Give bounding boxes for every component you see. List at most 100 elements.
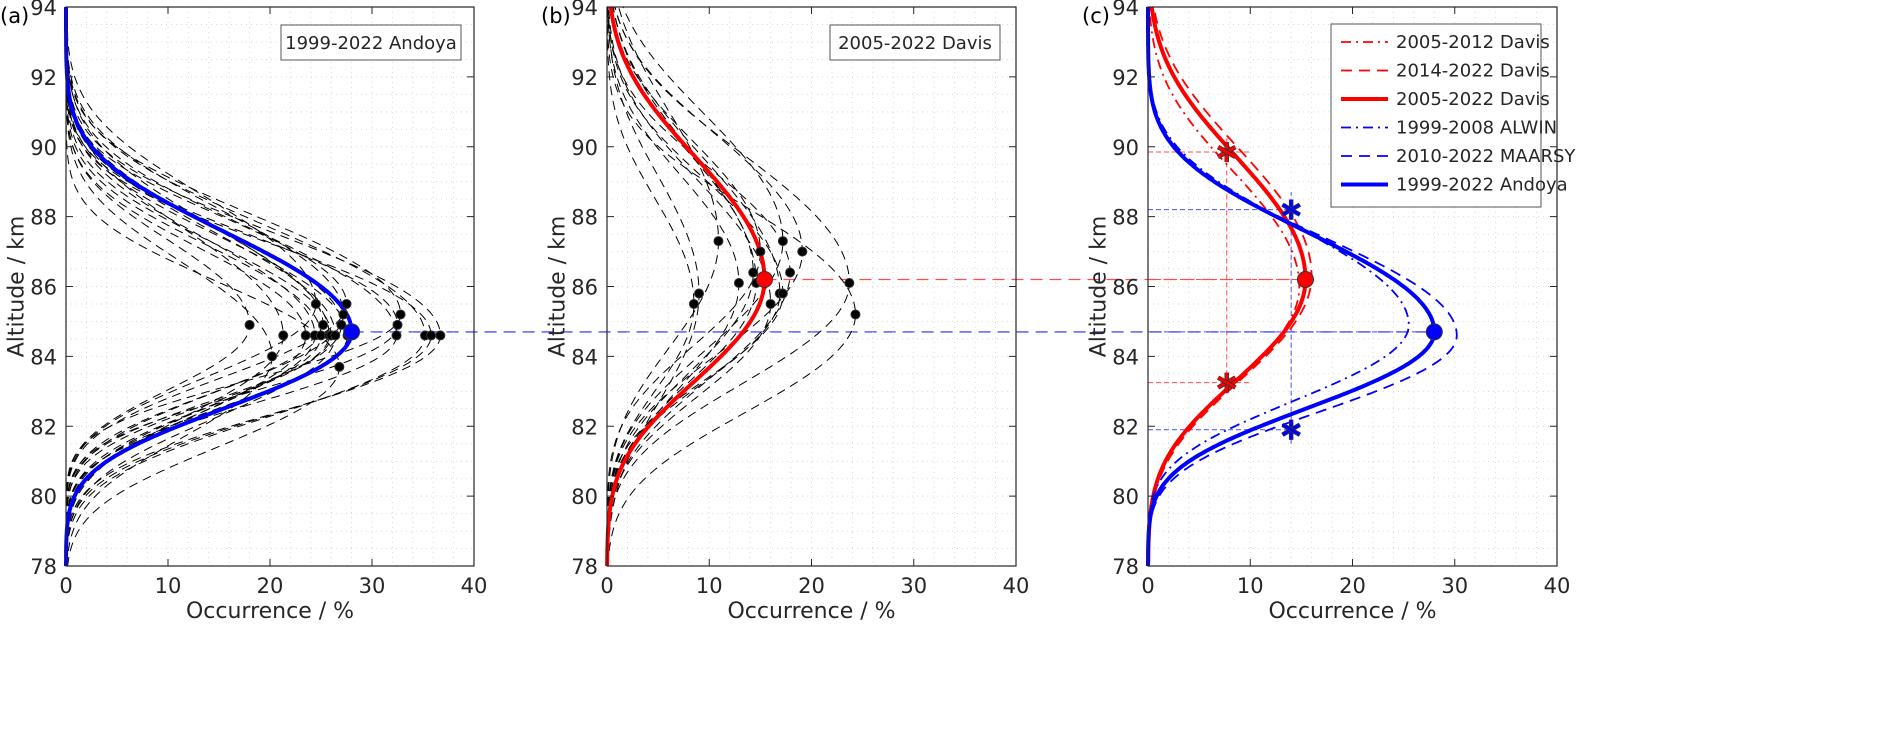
peak-circle-marker [1296,271,1314,289]
panel-a-curves [64,7,441,567]
panel-b-xlabel: Occurrence / % [727,599,895,624]
year-peak-dot [310,298,321,309]
half-max-asterisk-marker [1216,141,1237,162]
x-tick-label: 30 [1441,574,1468,598]
year-peak-dot [391,330,402,341]
year-profile-curve [65,7,441,566]
year-peak-dot [785,267,796,278]
panel-b-legend: 2005-2022 Davis [829,24,1001,61]
legend-entry: 2005-2022 Davis [1341,89,1550,110]
panel-c: 0 10 20 30 40 78 80 82 84 86 88 90 92 94 2005-2012 Da… [1082,0,1576,624]
year-profile-curve [65,7,432,566]
legend-label: 2005-2022 Davis [1396,89,1550,110]
year-profile-curve [65,7,332,566]
panel-c-axes: 0 10 20 30 40 78 80 82 84 86 88 90 92 94 [1112,0,1570,598]
panel-c-legend-items: 2005-2012 Davis 2014-2022 Davis 2005-2022 … [1341,32,1576,196]
year-profile-curve [65,7,284,566]
x-tick-label: 20 [1339,574,1366,598]
year-profile-curve [65,7,316,566]
panel-c-markers [1216,141,1443,440]
year-profile-curve [65,7,342,566]
panel-b-ylabel: Altitude / km [546,216,571,358]
year-profile-curve [607,6,700,566]
y-tick-label: 86 [1112,276,1139,300]
year-profile-curve [65,7,322,566]
panel-a-ylabel: Altitude / km [5,216,30,358]
y-tick-label: 84 [1112,345,1139,369]
y-tick-label: 78 [571,555,598,579]
year-profile-curve [606,6,781,566]
year-peak-dot [713,236,724,247]
y-tick-label: 84 [30,345,57,369]
y-tick-label: 80 [30,485,57,509]
panel-b-markers [688,236,861,320]
legend-label: 1999-2008 ALWIN [1396,118,1557,139]
year-peak-dot [733,278,744,289]
year-profile-curve [65,7,324,566]
x-tick-label: 30 [359,574,386,598]
year-profile-curve [606,7,695,566]
year-profile-curve [65,7,317,566]
panel-c-legend-box [1330,23,1542,208]
year-peak-dot [316,330,326,341]
panel-b-legend-text: 2005-2022 Davis [838,33,992,54]
half-max-asterisk-marker [1216,372,1237,393]
year-profile-curve [65,7,398,566]
year-peak-dot [426,330,437,341]
x-tick-label: 10 [696,574,723,598]
panel-c-legend: 2005-2012 Davis 2014-2022 Davis 2005-2022 … [1330,23,1576,208]
year-peak-dot [777,236,788,247]
year-profile-curve [606,6,720,566]
year-peak-dot [435,330,446,341]
year-profile-curve [606,6,857,567]
year-peak-dot [395,309,406,320]
half-max-asterisk-marker [1281,199,1301,220]
legend-label: 1999-2022 Andoya [1396,175,1568,196]
y-tick-label: 86 [571,276,598,300]
panel-a-axes: 0 10 20 30 40 78 80 82 84 86 88 90 92 94 [30,0,487,598]
year-profile-curve [65,7,336,567]
year-peak-dot [278,330,289,341]
year-peak-dot [336,319,347,330]
y-tick-label: 92 [571,66,598,90]
legend-entry: 2014-2022 Davis [1341,61,1550,82]
year-peak-dot [748,267,759,278]
y-tick-label: 90 [30,136,57,160]
panel-b: 0 10 20 30 40 78 80 82 84 86 88 90 92 94 2005-2022 Da… [541,0,1029,624]
year-profile-curve [65,7,251,566]
peak-circle-marker [1425,323,1443,341]
x-tick-label: 40 [461,574,488,598]
year-profile-curve [606,6,784,566]
panel-b-tag: (b) [541,4,571,28]
y-tick-label: 82 [571,415,598,439]
panel-a-markers [244,298,446,372]
panel-b-axes: 0 10 20 30 40 78 80 82 84 86 88 90 92 94 [571,0,1029,598]
y-tick-label: 86 [30,276,57,300]
legend-entry: 2005-2012 Davis [1341,32,1550,53]
mean-profile-curve [64,7,354,566]
y-tick-label: 88 [1112,206,1139,230]
year-peak-dot [341,298,352,309]
legend-label: 2014-2022 Davis [1396,61,1550,82]
series-curve-1999-2008-alwin [1147,7,1410,566]
panel-c-ylabel: Altitude / km [1087,216,1112,358]
mean-peak-marker [343,323,361,341]
legend-entry: 1999-2022 Andoya [1341,175,1568,196]
y-tick-label: 94 [30,0,57,20]
year-profile-curve [606,7,791,566]
panel-a-tag: (a) [0,4,29,28]
asterisk-stroke [1217,376,1237,389]
year-profile-curve [65,7,344,566]
year-peak-dot [392,319,403,330]
panel-c-xlabel: Occurrence / % [1268,599,1436,624]
year-peak-dot [338,309,349,320]
asterisk-stroke [1281,203,1301,216]
year-peak-dot [797,246,808,257]
y-tick-label: 80 [1112,485,1139,509]
y-tick-label: 84 [571,345,598,369]
year-peak-dot [330,330,341,341]
x-tick-label: 20 [257,574,284,598]
x-tick-label: 0 [1141,574,1154,598]
year-peak-dot [334,361,345,372]
